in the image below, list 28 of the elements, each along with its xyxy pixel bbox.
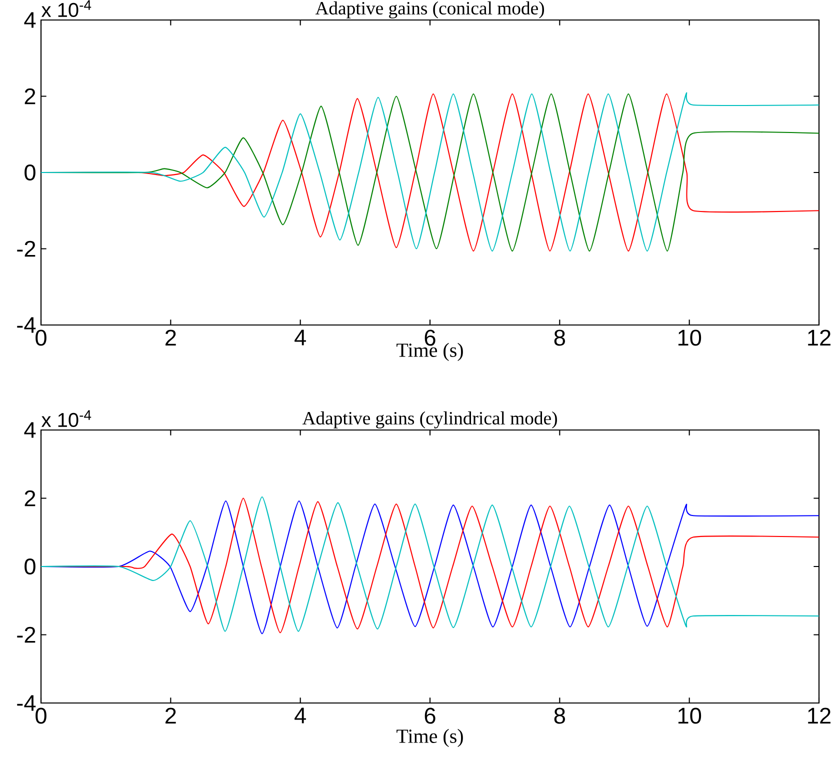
- x-tick-label: 2: [166, 708, 176, 724]
- text: x 10$^{-4}$: [42, 410, 92, 428]
- x-tick-label: 12: [808, 708, 830, 724]
- x-tick-label: 12: [808, 330, 830, 346]
- x-axis-title: Time (s): [396, 728, 463, 748]
- y-tick-label: -2: [17, 626, 36, 643]
- y-tick-label: 0: [24, 558, 36, 575]
- x-tick-label: 0: [36, 708, 46, 724]
- y-tick-label: 4: [24, 422, 36, 438]
- x-tick-label: 4: [294, 708, 306, 724]
- x-tick-label: 0: [36, 330, 46, 346]
- x-tick-label: 10: [678, 330, 702, 346]
- y-tick-label: 2: [24, 88, 36, 104]
- x-tick-label: 6: [424, 708, 436, 724]
- x-tick-label: 8: [554, 330, 565, 346]
- x-tick-label: 4: [294, 330, 306, 346]
- text: x 10$^{-4}$: [42, 0, 92, 18]
- y-tick-label: -2: [17, 240, 36, 257]
- x-tick-label: 2: [166, 330, 176, 346]
- x-tick-label: 10: [678, 708, 702, 724]
- y-tick-label: 2: [24, 490, 36, 506]
- y-tick-label: -4: [17, 695, 36, 711]
- x-tick-label: 8: [554, 708, 565, 724]
- y-tick-label: -4: [17, 317, 36, 333]
- chart-title: Adaptive gains (cylindrical mode): [302, 411, 557, 428]
- y-tick-label: 0: [24, 164, 36, 181]
- y-tick-label: 4: [24, 12, 36, 28]
- chart-title: Adaptive gains (conical mode): [315, 1, 544, 18]
